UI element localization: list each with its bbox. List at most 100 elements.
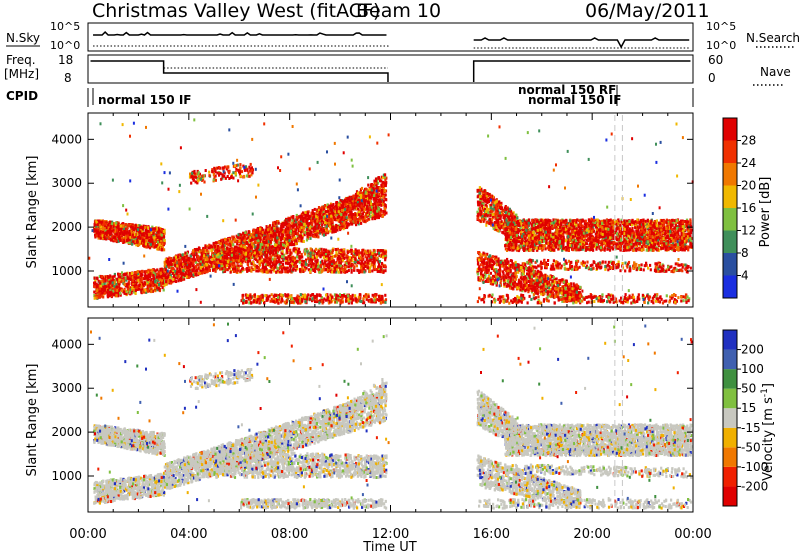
data-cell — [96, 296, 98, 299]
data-cell — [100, 230, 102, 233]
data-cell — [124, 232, 126, 235]
data-cell — [116, 294, 118, 297]
data-cell — [96, 288, 98, 291]
data-cell — [136, 286, 138, 289]
data-cell — [128, 230, 130, 233]
data-cell — [96, 234, 98, 237]
data-cell — [94, 297, 96, 300]
data-cell — [110, 226, 112, 229]
data-cell — [98, 295, 100, 298]
data-cell — [103, 235, 105, 238]
data-cell — [107, 292, 109, 295]
data-cell — [150, 278, 152, 281]
nsky-tick-top: 10^5 — [50, 20, 80, 33]
data-cell — [150, 243, 152, 246]
data-cell — [105, 232, 107, 235]
data-cell — [101, 292, 103, 295]
data-cell — [93, 228, 95, 231]
data-cell — [161, 229, 163, 232]
data-cell — [95, 229, 97, 232]
data-cell — [145, 239, 147, 242]
data-cell — [121, 289, 123, 292]
data-cell — [152, 284, 154, 287]
data-cell — [100, 237, 102, 240]
station-title: Christmas Valley West (fitACF) — [92, 0, 380, 22]
data-cell — [129, 274, 131, 277]
data-cell — [140, 279, 142, 282]
data-cell — [110, 232, 112, 235]
data-cell — [93, 291, 95, 294]
nsky-tick-bottom: 10^0 — [50, 39, 80, 52]
data-cell — [135, 224, 137, 227]
cpid-label: CPID — [6, 89, 38, 103]
data-cell — [115, 221, 117, 224]
freq-tick-bottom: 8 — [64, 71, 72, 85]
nave-label: Nave — [760, 65, 791, 79]
data-cell — [147, 226, 149, 229]
nsearch-tick-top: 10^5 — [706, 20, 736, 33]
data-cell — [143, 277, 145, 280]
data-cell — [120, 225, 122, 228]
data-cell — [121, 238, 123, 241]
data-cell — [159, 243, 161, 246]
cpid-entry-1: normal 150 IF — [98, 93, 192, 107]
data-cell — [105, 280, 107, 283]
data-cell — [133, 276, 135, 279]
freq-frame — [88, 55, 693, 83]
date-label: 06/May/2011 — [585, 0, 710, 22]
data-cell — [136, 239, 138, 242]
data-cell — [157, 248, 159, 251]
data-cell — [125, 223, 127, 226]
data-cell — [137, 228, 139, 231]
data-cell — [98, 292, 100, 295]
data-cell — [135, 292, 137, 295]
data-cell — [144, 226, 146, 229]
data-cell — [107, 276, 109, 279]
data-cell — [163, 236, 165, 239]
data-cell — [129, 291, 131, 294]
freq-label-1: Freq. — [6, 53, 36, 67]
data-cell — [104, 292, 106, 295]
nave-tick-bottom: 0 — [708, 71, 716, 85]
data-cell — [154, 280, 156, 283]
data-cell — [122, 225, 124, 228]
data-cell — [122, 232, 124, 235]
data-cell — [112, 275, 114, 278]
data-cell — [126, 285, 128, 288]
freq-series — [91, 61, 388, 82]
data-cell — [102, 296, 104, 299]
data-cell — [131, 272, 133, 275]
data-cell — [99, 287, 101, 290]
data-cell — [145, 243, 147, 246]
data-cell — [147, 277, 149, 280]
data-cell — [94, 281, 96, 284]
data-cell — [161, 248, 163, 251]
data-cell — [312, 209, 314, 212]
data-cell — [127, 288, 129, 291]
data-cell — [119, 292, 121, 295]
freq-tick-top: 18 — [58, 53, 73, 67]
data-cell — [108, 237, 110, 240]
data-cell — [126, 239, 128, 242]
data-cell — [129, 241, 131, 244]
data-cell — [116, 289, 118, 292]
data-cell — [101, 221, 103, 224]
data-cell — [138, 284, 140, 287]
data-cell — [132, 226, 134, 229]
data-cell — [143, 244, 145, 247]
data-cell — [140, 285, 142, 288]
data-cell — [150, 272, 152, 275]
data-cell — [123, 290, 125, 293]
data-cell — [125, 272, 127, 275]
data-cell — [135, 289, 137, 292]
data-cell — [109, 281, 111, 284]
data-cell — [148, 285, 150, 288]
data-cell — [144, 289, 146, 292]
data-cell — [119, 276, 121, 279]
data-cell — [99, 224, 101, 227]
data-cell — [114, 275, 116, 278]
data-cell — [147, 289, 149, 292]
data-cell — [140, 274, 142, 277]
data-cell — [103, 289, 105, 292]
data-cell — [139, 240, 141, 243]
